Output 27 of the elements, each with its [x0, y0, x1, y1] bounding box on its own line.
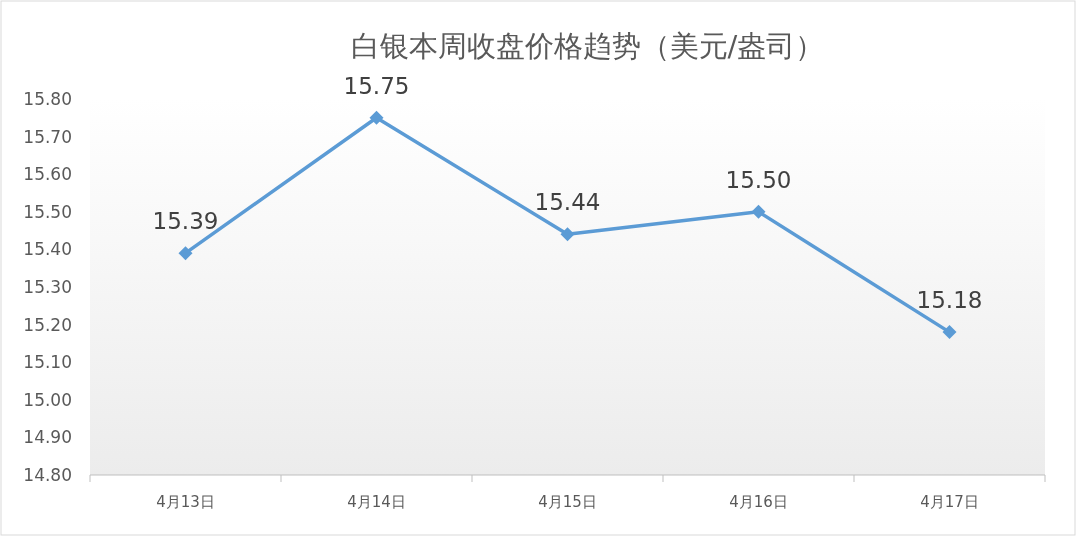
- y-tick-label: 15.20: [23, 314, 72, 335]
- x-tick-label: 4月13日: [156, 493, 215, 511]
- y-tick-label: 15.00: [23, 389, 72, 410]
- point: [942, 325, 957, 340]
- data-label: 15.18: [916, 287, 983, 314]
- y-tick-label: 15.30: [23, 277, 72, 297]
- data-label: 15.50: [725, 166, 792, 193]
- y-tick-label: 15.10: [23, 352, 72, 373]
- data-label: 15.39: [152, 208, 219, 235]
- chart-title: 白银本周收盘价格趋势（美元/盎司）: [350, 29, 825, 63]
- x-tick-label: 4月15日: [538, 493, 597, 511]
- x-tick-label: 4月14日: [347, 493, 406, 511]
- y-tick-label: 15.50: [23, 201, 72, 222]
- point: [369, 110, 384, 125]
- y-tick-label: 15.40: [23, 239, 72, 260]
- x-tick-label: 4月16日: [729, 493, 788, 511]
- point: [751, 204, 766, 219]
- data-label: 15.75: [343, 72, 410, 99]
- y-tick-label: 15.80: [23, 89, 72, 109]
- x-tick-label: 4月17日: [920, 493, 979, 511]
- y-tick-label: 15.70: [23, 126, 72, 147]
- point: [560, 227, 575, 242]
- y-tick-label: 15.60: [23, 164, 72, 185]
- y-tick-label: 14.80: [23, 465, 72, 485]
- y-tick-label: 14.90: [23, 427, 72, 448]
- point: [178, 246, 193, 261]
- data-label: 15.44: [534, 189, 601, 216]
